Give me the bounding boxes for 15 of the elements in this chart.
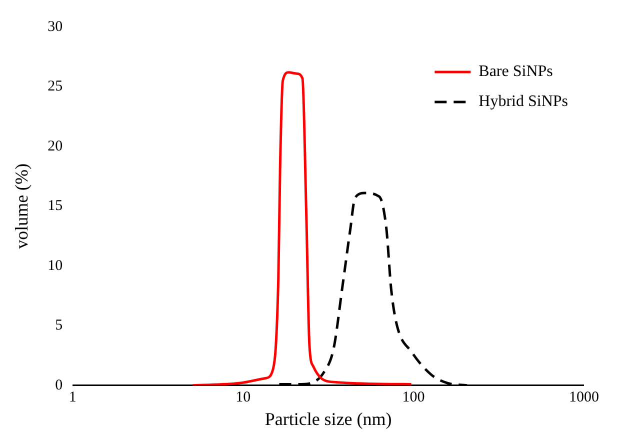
- y-tick-label: 30: [48, 18, 63, 35]
- y-tick-label: 0: [55, 377, 63, 394]
- y-axis-title: volume (%): [12, 163, 32, 249]
- y-tick-label: 10: [48, 258, 63, 274]
- x-tick-label: 1: [68, 389, 76, 406]
- x-axis-title: Particle size (nm): [264, 408, 392, 429]
- x-tick-label: 100: [402, 389, 425, 406]
- x-tick-label: 1000: [569, 389, 599, 406]
- y-tick-label: 5: [55, 318, 63, 334]
- y-tick-label: 20: [48, 138, 63, 154]
- legend-label: Hybrid SiNPs: [478, 93, 568, 110]
- x-tick-label: 10: [236, 389, 251, 406]
- legend-label: Bare SiNPs: [478, 63, 553, 80]
- y-tick-label: 25: [48, 78, 63, 95]
- y-tick-label: 15: [48, 198, 63, 214]
